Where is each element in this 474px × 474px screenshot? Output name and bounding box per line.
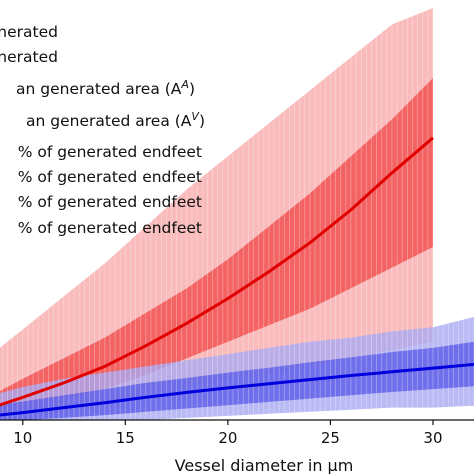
x-tick-label: 15: [116, 429, 135, 447]
x-tick-label: 10: [13, 429, 32, 447]
legend-entry-label: an generated area (AA): [16, 78, 195, 99]
x-tick-label: 30: [423, 429, 442, 447]
arterial-outer-band: [0, 8, 433, 420]
legend-entry-label: enerated: [0, 23, 58, 41]
venous-mean-line: [0, 362, 474, 417]
x-tick-label: 20: [218, 429, 237, 447]
x-axis-label: Vessel diameter in µm: [175, 456, 354, 474]
legend-entry-label: % of generated endfeet: [18, 143, 202, 161]
x-tick-label: 25: [321, 429, 340, 447]
legend-entry-label: enerated: [0, 48, 58, 66]
legend-entry-label: an generated area (AV): [26, 110, 205, 131]
chart-axes: 10 15 20 25 30: [0, 419, 474, 447]
arterial-mean-line: [0, 136, 434, 407]
legend-entry-label: % of generated endfeet: [18, 168, 202, 186]
venous-violin-marks: [1, 317, 474, 420]
legend-entry-label: % of generated endfeet: [18, 219, 202, 237]
legend-entry-label: % of generated endfeet: [18, 193, 202, 211]
chart-mean-lines: [0, 136, 474, 417]
legend: enerated enerated an generated area (AA) an…: [0, 23, 205, 237]
chart-bands: [0, 8, 474, 420]
